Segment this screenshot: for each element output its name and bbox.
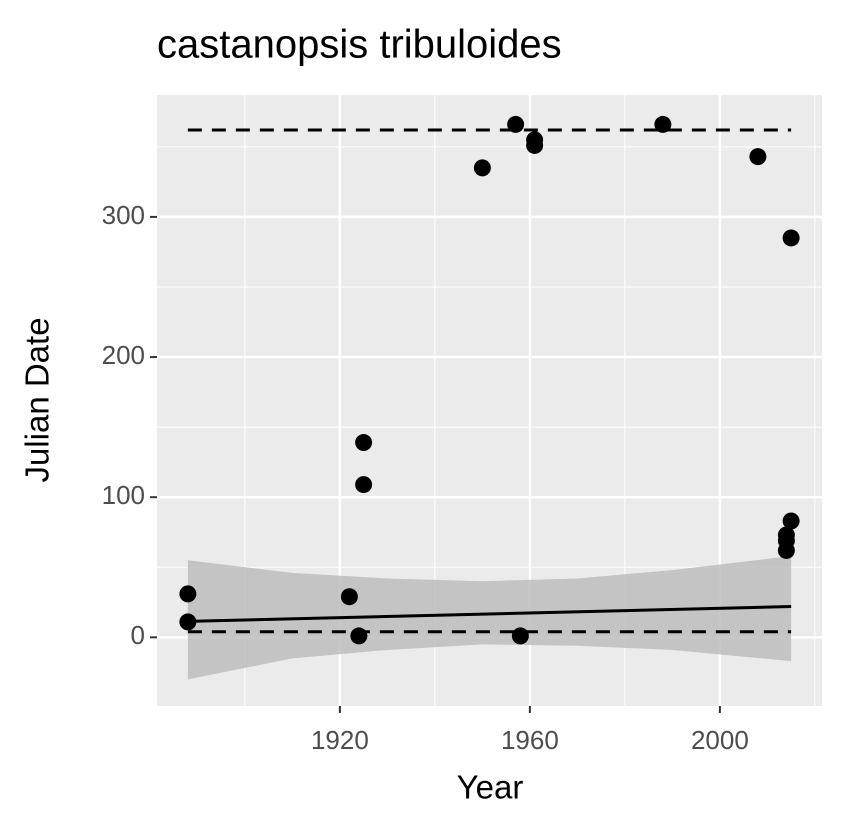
point <box>507 115 525 133</box>
point <box>526 136 544 154</box>
y-axis-title: Julian Date <box>19 317 56 482</box>
fit-line <box>187 605 792 623</box>
x-axis-title: Year <box>457 769 524 806</box>
y-tick-label: 300 <box>102 200 145 230</box>
x-tick-label: 2000 <box>691 725 749 755</box>
point <box>749 148 767 166</box>
point <box>179 585 197 603</box>
chart-title: castanopsis tribuloides <box>157 23 562 67</box>
point <box>654 115 672 133</box>
point <box>350 627 368 645</box>
x-tick-label: 1920 <box>311 725 369 755</box>
point <box>782 229 800 247</box>
confidence-band <box>187 556 792 680</box>
point <box>777 532 795 550</box>
point <box>355 476 373 494</box>
point <box>340 588 358 606</box>
y-tick-label: 200 <box>102 340 145 370</box>
point <box>511 627 529 645</box>
point <box>473 159 491 177</box>
y-tick-label: 0 <box>131 620 145 650</box>
point <box>179 613 197 631</box>
x-tick-label: 1960 <box>501 725 559 755</box>
y-tick-label: 100 <box>102 480 145 510</box>
point <box>355 434 373 452</box>
point <box>782 512 800 530</box>
